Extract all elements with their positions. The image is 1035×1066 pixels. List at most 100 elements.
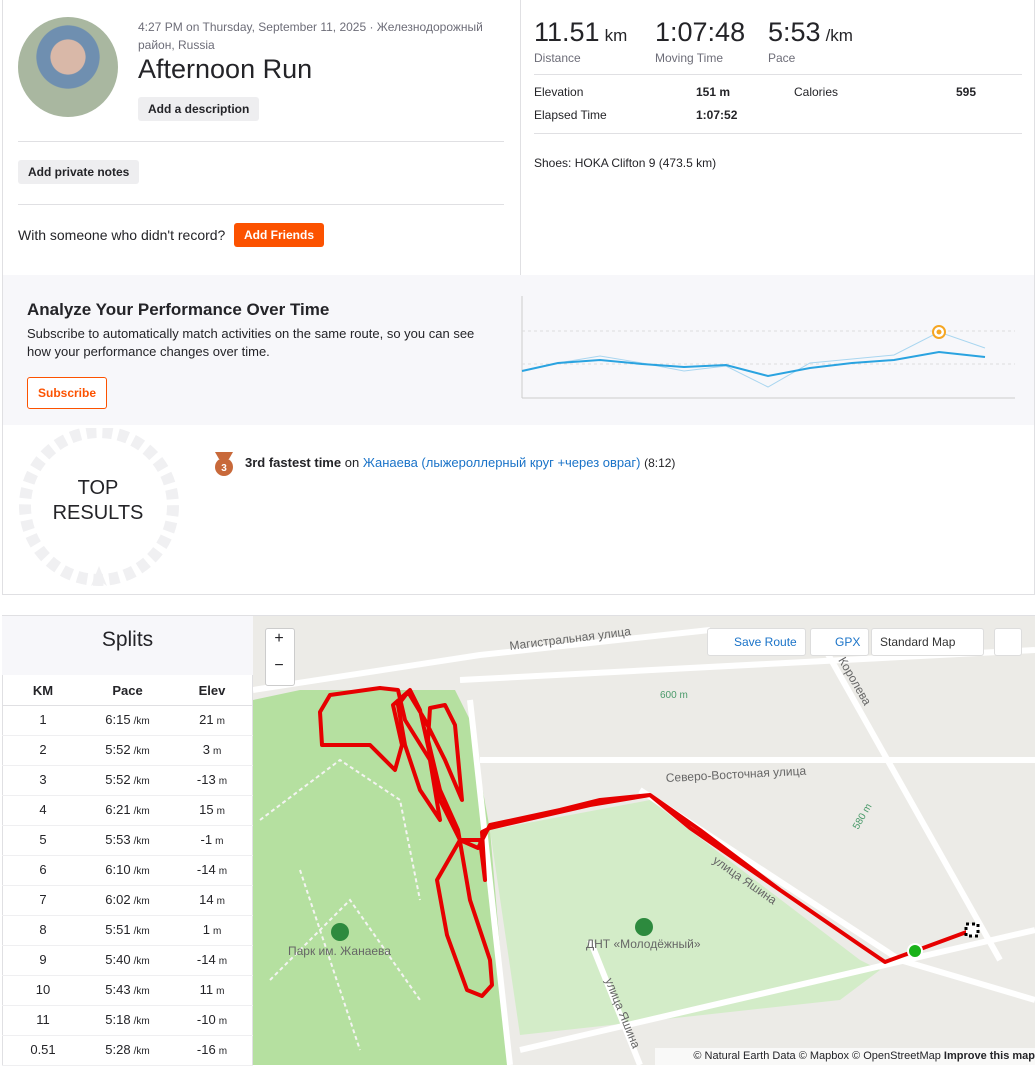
elev-unit: m: [215, 836, 224, 847]
segment-link[interactable]: Жанаева (лыжероллерный круг +через овраг…: [362, 455, 641, 470]
on: on: [344, 455, 360, 470]
split-km: 2: [39, 742, 47, 757]
split-elev: -13 m: [171, 772, 253, 787]
split-elev: -1 m: [171, 832, 253, 847]
pace-value: 5:28: [105, 1042, 131, 1057]
elev-value: 15: [199, 802, 214, 817]
pace-value: 6:10: [105, 862, 131, 877]
stat-value: 11.51: [534, 17, 600, 47]
ribbon: [215, 452, 233, 459]
split-elev: 15 m: [171, 802, 253, 817]
top-results-label: TOP RESULTS: [38, 476, 158, 526]
pace-value: 5:51: [105, 922, 131, 937]
split-km: 4: [39, 802, 47, 817]
row-divider: [2, 825, 253, 826]
pace-unit: /km: [133, 896, 150, 907]
splits-panel: [2, 616, 253, 1065]
map-style-dropdown[interactable]: Standard Map: [871, 628, 985, 656]
divider: [2, 615, 1035, 616]
street: [519, 927, 1035, 1053]
subscribe-button[interactable]: Subscribe: [27, 377, 108, 409]
zoom-in[interactable]: +: [274, 630, 284, 647]
split-km: 8: [39, 922, 47, 937]
primary-stat: 11.51 km: [534, 17, 627, 48]
row-divider: [2, 735, 253, 736]
elev-value: 3: [202, 742, 210, 757]
path: [299, 869, 361, 1051]
row-divider: [2, 765, 253, 766]
split-km: 10: [35, 982, 51, 997]
gpx-button[interactable]: GPX: [810, 628, 870, 656]
split-km: 11: [36, 1012, 50, 1027]
elev-unit: m: [212, 746, 222, 757]
elev-value: -14: [196, 862, 216, 877]
add-friends-button[interactable]: Add Friends: [234, 223, 325, 247]
paths: [259, 758, 421, 1051]
elev-unit: m: [218, 866, 228, 877]
stat-value: 5:53: [768, 17, 821, 47]
split-elev: -16 m: [171, 1042, 253, 1057]
segment-time: (8:12): [644, 456, 676, 470]
fullscreen-button[interactable]: [994, 628, 1022, 656]
row-divider: [2, 1035, 253, 1036]
stat-label: Elevation: [534, 85, 584, 99]
splits-header-bg: [2, 616, 253, 675]
add-notes-button[interactable]: Add private notes: [18, 160, 140, 184]
improve-map-link[interactable]: Improve this map: [943, 1050, 1035, 1062]
splits-header: Elev: [198, 683, 226, 698]
pace-unit: /km: [133, 806, 150, 817]
row-divider: [2, 1005, 253, 1006]
elev-unit: m: [218, 1016, 228, 1027]
splits-header: Pace: [112, 683, 143, 698]
stat-label: Pace: [768, 51, 796, 65]
finish-marker: [964, 922, 980, 938]
row-divider: [2, 855, 253, 856]
stat-label: Elapsed Time: [534, 108, 607, 122]
split-km: 9: [39, 952, 47, 967]
splits-title: Splits: [101, 628, 154, 651]
split-pace: 6:21/km: [84, 802, 171, 817]
label-line: RESULTS: [52, 502, 144, 524]
path: [259, 758, 421, 901]
row-divider: [2, 795, 253, 796]
split-km: 7: [39, 892, 47, 907]
highlight-point: [936, 329, 942, 335]
split-pace: 6:02/km: [84, 892, 171, 907]
split-km: 1: [39, 712, 47, 727]
split-elev: -14 m: [171, 862, 253, 877]
map-label: Парк им. Жанаева: [288, 944, 391, 958]
zoom-out[interactable]: −: [274, 657, 284, 674]
medal: [215, 458, 233, 476]
start-marker: [907, 943, 923, 959]
zoom-control: [265, 628, 295, 686]
pace-value: 5:52: [105, 772, 131, 787]
divider: [18, 204, 504, 205]
divider: [2, 705, 253, 706]
stat-label: Distance: [534, 51, 581, 65]
street: [817, 638, 1003, 962]
pace-value: 5:43: [105, 982, 131, 997]
primary-stat: 1:07:48: [655, 17, 745, 48]
avatar[interactable]: [18, 17, 118, 117]
stat-label: Calories: [794, 85, 839, 99]
split-km: 0.51: [30, 1042, 56, 1057]
divider: [520, 0, 521, 275]
elev-value: 14: [199, 892, 214, 907]
pace-unit: /km: [133, 926, 150, 937]
activity-title: Afternoon Run: [138, 54, 313, 84]
park-icon: [635, 918, 653, 936]
stat-value: 1:07:48: [655, 17, 746, 47]
elev-unit: m: [212, 926, 222, 937]
split-pace: 5:18/km: [84, 1012, 171, 1027]
save-route-button[interactable]: Save Route: [707, 628, 806, 656]
pace-value: 6:21: [105, 802, 131, 817]
medal-icon: 3: [215, 452, 233, 476]
add-description-button[interactable]: Add a description: [138, 97, 260, 121]
splits-header: KM: [32, 683, 54, 698]
split-pace: 6:15/km: [84, 712, 171, 727]
elev-value: 21: [199, 712, 214, 727]
path: [269, 898, 421, 1001]
